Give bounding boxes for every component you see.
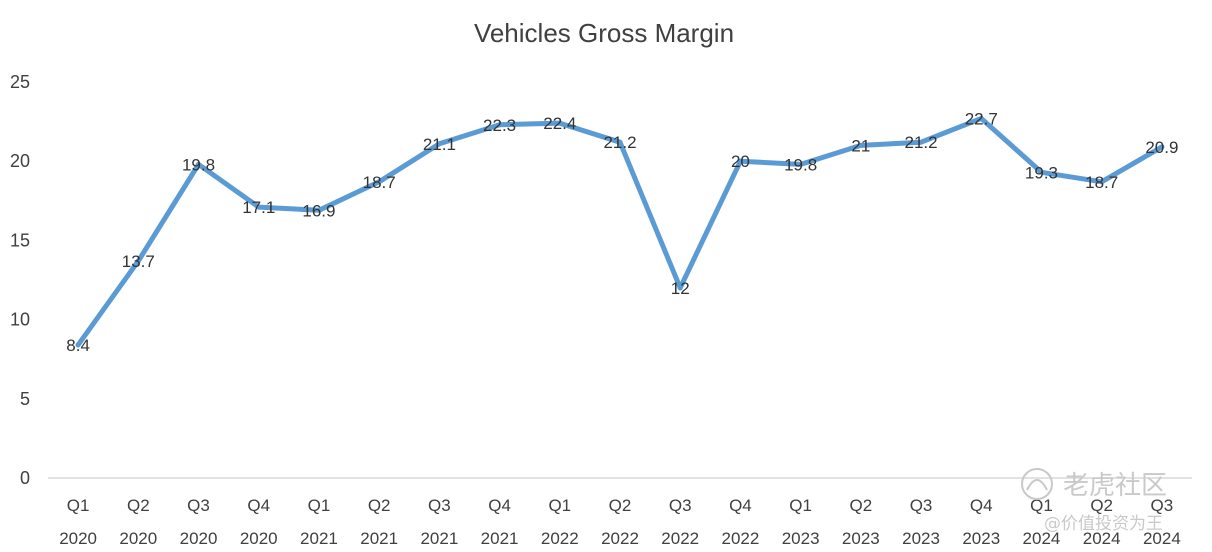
x-tick-quarter: Q4 (729, 496, 752, 515)
data-point (75, 342, 81, 348)
data-label: 21.2 (603, 133, 636, 152)
data-point (497, 122, 503, 128)
data-point (196, 161, 202, 167)
data-label: 17.1 (242, 198, 275, 217)
x-tick-quarter: Q2 (849, 496, 872, 515)
y-axis-ticks: 0 5 10 15 20 25 (10, 72, 30, 488)
data-point (376, 179, 382, 185)
x-tick-year: 2021 (481, 529, 519, 548)
data-label: 18.7 (363, 173, 396, 192)
watermark: 老虎社区 @价值投资为王 (1021, 468, 1167, 534)
data-point (135, 258, 141, 264)
data-point (436, 141, 442, 147)
x-tick-year: 2021 (360, 529, 398, 548)
y-tick-label: 10 (10, 310, 30, 330)
x-tick-year: 2020 (119, 529, 157, 548)
x-tick-quarter: Q1 (789, 496, 812, 515)
data-point (978, 115, 984, 121)
data-point (1159, 144, 1165, 150)
data-label: 20.9 (1145, 138, 1178, 157)
x-tick-year: 2021 (300, 529, 338, 548)
data-label: 22.7 (965, 109, 998, 128)
x-tick-quarter: Q1 (308, 496, 331, 515)
data-label: 16.9 (302, 201, 335, 220)
x-tick-quarter: Q3 (669, 496, 692, 515)
x-tick-year: 2023 (782, 529, 820, 548)
x-tick-year: 2021 (420, 529, 458, 548)
y-tick-label: 25 (10, 72, 30, 92)
data-point (677, 285, 683, 291)
x-tick-quarter: Q4 (247, 496, 270, 515)
data-label: 12 (671, 279, 690, 298)
x-tick-year: 2020 (180, 529, 218, 548)
data-point (1038, 169, 1044, 175)
y-tick-label: 5 (20, 389, 30, 409)
watermark-author: @价值投资为王 (1044, 514, 1163, 534)
data-label: 22.4 (543, 114, 576, 133)
x-tick-quarter: Q2 (368, 496, 391, 515)
x-tick-year: 2024 (1083, 529, 1121, 548)
x-tick-quarter: Q1 (67, 496, 90, 515)
x-tick-year: 2023 (902, 529, 940, 548)
x-tick-year: 2022 (722, 529, 760, 548)
tiger-logo-icon (1021, 468, 1053, 500)
data-label: 18.7 (1085, 173, 1118, 192)
x-tick-quarter: Q2 (609, 496, 632, 515)
data-point (918, 139, 924, 145)
x-tick-quarter: Q1 (548, 496, 571, 515)
data-label: 21.1 (423, 135, 456, 154)
x-tick-quarter: Q4 (970, 496, 993, 515)
y-tick-label: 0 (20, 468, 30, 488)
x-axis-ticks: Q1 2020 Q2 2020 Q3 2020 Q4 2020 Q1 2021 Q2 2021 Q3 20… (59, 496, 1181, 548)
x-tick-year: 2022 (541, 529, 579, 548)
data-label: 21.2 (905, 133, 938, 152)
data-point (557, 120, 563, 126)
y-tick-label: 20 (10, 151, 30, 171)
data-point (737, 158, 743, 164)
x-tick-quarter: Q1 (1030, 496, 1053, 515)
data-point (316, 207, 322, 213)
data-point (798, 161, 804, 167)
data-point (858, 142, 864, 148)
data-point (256, 204, 262, 210)
x-tick-year: 2020 (59, 529, 97, 548)
data-label: 8.4 (66, 336, 90, 355)
x-tick-year: 2023 (962, 529, 1000, 548)
data-label: 13.7 (122, 252, 155, 271)
data-label: 19.3 (1025, 163, 1058, 182)
x-tick-year: 2022 (661, 529, 699, 548)
series-line (75, 115, 1165, 348)
data-label: 20 (731, 152, 750, 171)
data-point (617, 139, 623, 145)
data-label: 19.8 (182, 155, 215, 174)
x-tick-year: 2024 (1143, 529, 1181, 548)
data-points (75, 115, 1165, 348)
x-tick-quarter: Q3 (428, 496, 451, 515)
x-tick-year: 2022 (601, 529, 639, 548)
x-tick-year: 2020 (240, 529, 278, 548)
y-tick-label: 15 (10, 230, 30, 250)
chart-title: Vehicles Gross Margin (474, 18, 734, 48)
data-labels: 8.4 13.7 19.8 17.1 16.9 18.7 21.1 22.3 22.4 21.2 1… (66, 109, 1178, 355)
x-tick-year: 2023 (842, 529, 880, 548)
x-tick-quarter: Q3 (187, 496, 210, 515)
watermark-site: 老虎社区 (1063, 471, 1167, 501)
x-tick-quarter: Q2 (127, 496, 150, 515)
x-tick-quarter: Q3 (910, 496, 933, 515)
x-tick-year: 2024 (1023, 529, 1061, 548)
data-label: 21 (851, 136, 870, 155)
x-tick-quarter: Q2 (1090, 496, 1113, 515)
data-point (1099, 179, 1105, 185)
x-tick-quarter: Q4 (488, 496, 511, 515)
x-tick-quarter: Q3 (1151, 496, 1174, 515)
data-label: 22.3 (483, 116, 516, 135)
data-label: 19.8 (784, 155, 817, 174)
